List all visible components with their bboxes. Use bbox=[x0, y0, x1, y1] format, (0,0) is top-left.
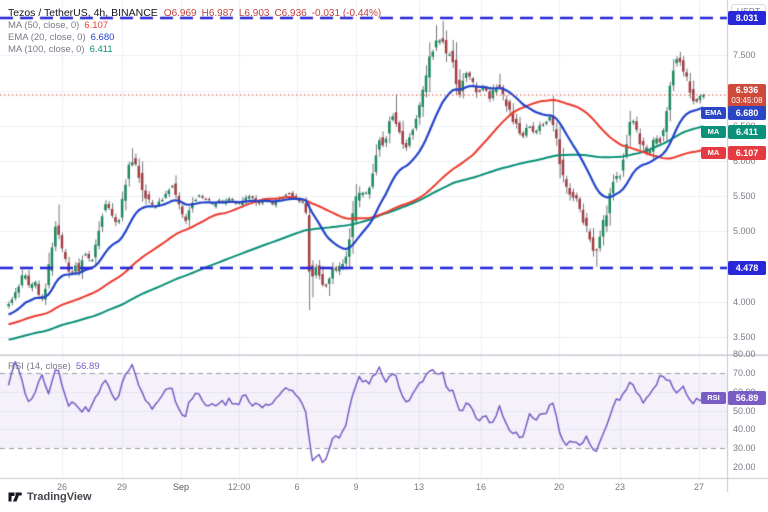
main-legend: Tezos / TetherUS, 4h, BINANCE O6.969 H6.… bbox=[8, 7, 386, 55]
support-level-badge: 4.478 bbox=[728, 261, 766, 275]
ma100-legend-row[interactable]: MA (100, close, 0) 6.411 bbox=[8, 43, 386, 55]
ohlc-close: C6.936 bbox=[274, 7, 307, 19]
rsi-tick-label: 70.00 bbox=[733, 368, 756, 378]
last-price-value: 6.936 bbox=[735, 85, 759, 95]
ema20-label: EMA (20, close, 0) bbox=[8, 31, 86, 43]
rsi-label: RSI (14, close) bbox=[8, 360, 71, 372]
ma50-value-badge: 6.107 bbox=[728, 146, 766, 160]
ma50-label: MA (50, close, 0) bbox=[8, 19, 80, 31]
ema20-value: 6.680 bbox=[90, 31, 115, 43]
time-tick-label: 29 bbox=[116, 482, 128, 492]
rsi-tick-label: 20.00 bbox=[733, 462, 756, 472]
ma100-value: 6.411 bbox=[89, 43, 113, 55]
ema-pill: EMA bbox=[701, 107, 726, 119]
price-tick-label: 4.000 bbox=[733, 297, 756, 307]
rsi-legend: RSI (14, close) 56.89 bbox=[8, 360, 100, 372]
time-tick-label: Sep bbox=[172, 482, 190, 492]
price-tick-label: 3.500 bbox=[733, 332, 756, 342]
price-change: -0.031 (-0.44%) bbox=[311, 7, 382, 19]
rsi-pill: RSI bbox=[701, 392, 726, 404]
tradingview-watermark[interactable]: TradingView bbox=[8, 491, 92, 503]
rsi-value-badge: 56.89 bbox=[728, 391, 766, 405]
time-tick-label: 20 bbox=[553, 482, 565, 492]
symbol-legend-row[interactable]: Tezos / TetherUS, 4h, BINANCE O6.969 H6.… bbox=[8, 7, 386, 19]
ma50-pill: MA bbox=[701, 147, 726, 159]
ohlc-open: O6.969 bbox=[163, 7, 197, 19]
ema-value-badge: 6.680 bbox=[728, 106, 766, 120]
ma100-value-badge: 6.411 bbox=[728, 125, 766, 139]
time-tick-label: 9 bbox=[353, 482, 359, 492]
price-tick-label: 6.000 bbox=[733, 156, 756, 166]
rsi-tick-label: 40.00 bbox=[733, 424, 756, 434]
resistance-level-badge: 8.031 bbox=[728, 11, 766, 25]
time-tick-label: 27 bbox=[693, 482, 705, 492]
price-tick-label: 7.500 bbox=[733, 50, 756, 60]
rsi-value: 56.89 bbox=[75, 360, 100, 372]
rsi-tick-label: 80.00 bbox=[733, 349, 756, 359]
bar-countdown: 03:45:08 bbox=[731, 96, 763, 105]
last-price-badge: 6.936 03:45:08 bbox=[728, 84, 766, 108]
time-tick-label: 6 bbox=[294, 482, 300, 492]
time-tick-label: 16 bbox=[475, 482, 487, 492]
symbol-title: Tezos / TetherUS, 4h, BINANCE bbox=[8, 7, 158, 19]
ohlc-low: L6.903 bbox=[238, 7, 270, 19]
tradingview-logo-text: TradingView bbox=[27, 491, 92, 503]
price-tick-label: 5.000 bbox=[733, 226, 756, 236]
ma100-pill: MA bbox=[701, 126, 726, 138]
rsi-tick-label: 50.00 bbox=[733, 406, 756, 416]
tradingview-logo-icon bbox=[8, 492, 22, 502]
time-tick-label: 23 bbox=[614, 482, 626, 492]
ohlc-high: H6.987 bbox=[201, 7, 234, 19]
rsi-legend-row[interactable]: RSI (14, close) 56.89 bbox=[8, 360, 100, 372]
ema20-legend-row[interactable]: EMA (20, close, 0) 6.680 bbox=[8, 31, 386, 43]
time-tick-label: 12:00 bbox=[227, 482, 251, 492]
ma100-label: MA (100, close, 0) bbox=[8, 43, 85, 55]
time-tick-label: 26 bbox=[56, 482, 68, 492]
price-tick-label: 5.500 bbox=[733, 191, 756, 201]
ma50-legend-row[interactable]: MA (50, close, 0) 6.107 bbox=[8, 19, 386, 31]
rsi-tick-label: 30.00 bbox=[733, 443, 756, 453]
time-axis[interactable] bbox=[0, 478, 768, 494]
ma50-value: 6.107 bbox=[84, 19, 109, 31]
time-tick-label: 13 bbox=[413, 482, 425, 492]
